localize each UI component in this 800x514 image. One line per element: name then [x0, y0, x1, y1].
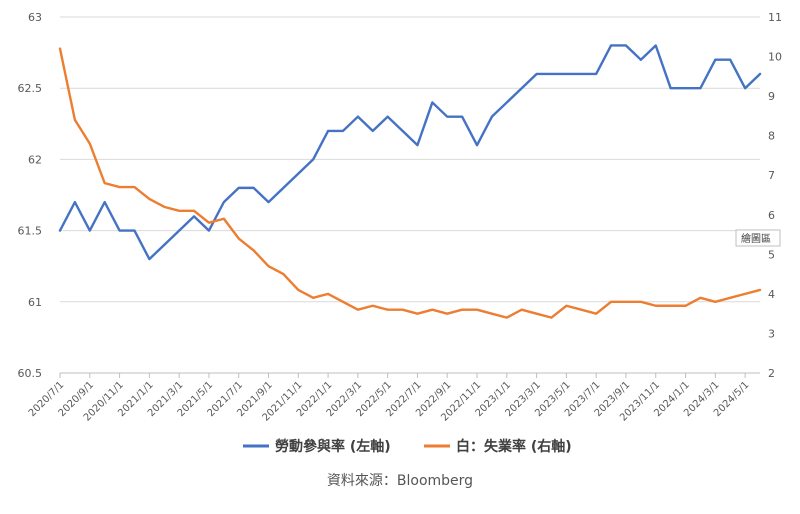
right-tick-label: 8 — [768, 130, 775, 143]
right-tick-label: 3 — [768, 327, 775, 340]
series-layer — [58, 44, 762, 319]
right-tick-label: 7 — [768, 169, 775, 182]
source-note: 資料來源：Bloomberg — [327, 473, 473, 489]
right-tick-label: 6 — [768, 209, 775, 222]
plot-area-tag: 繪圖區 — [735, 229, 781, 247]
plot-area-tag-text: 繪圖區 — [741, 232, 771, 245]
right-y-axis: 2 3 4 5 6 7 8 9 10 11 — [768, 11, 782, 380]
series-line-participation-rate — [58, 44, 762, 261]
right-tick-label: 5 — [768, 248, 775, 261]
left-tick-label: 61 — [28, 296, 42, 309]
left-tick-label: 60.5 — [18, 367, 43, 380]
x-axis: 2020/7/12020/9/12020/11/12021/1/12021/3/… — [27, 373, 751, 424]
legend-item-participation-rate: 勞動參與率 (左軸) — [243, 438, 391, 455]
left-tick-label: 62.5 — [18, 82, 43, 95]
left-tick-label: 63 — [28, 11, 42, 24]
grid-lines — [60, 16, 760, 374]
right-tick-label: 11 — [768, 11, 782, 24]
right-tick-label: 2 — [768, 367, 775, 380]
legend-label: 白：失業率 (右軸) — [456, 438, 572, 455]
left-tick-label: 62 — [28, 153, 42, 166]
right-tick-label: 10 — [768, 51, 782, 64]
legend-label: 勞動參與率 (左軸) — [275, 438, 391, 455]
legend: 勞動參與率 (左軸) 白：失業率 (右軸) — [243, 438, 572, 455]
right-tick-label: 9 — [768, 90, 775, 103]
legend-item-unemployment-rate: 白：失業率 (右軸) — [424, 438, 572, 455]
left-tick-label: 61.5 — [18, 225, 43, 238]
right-tick-label: 4 — [768, 288, 775, 301]
series-line-unemployment-rate — [58, 47, 762, 319]
left-y-axis: 60.5 61 61.5 62 62.5 63 — [18, 11, 43, 380]
